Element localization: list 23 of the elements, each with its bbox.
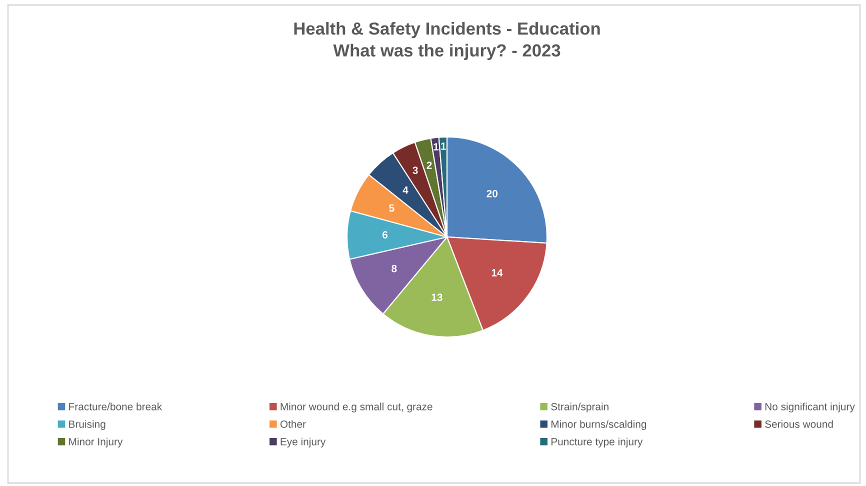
- legend-label: Puncture type injury: [551, 438, 643, 448]
- legend-label: Strain/sprain: [551, 402, 608, 412]
- legend-label: Minor Injury: [69, 438, 123, 448]
- legend-label: Minor wound e.g small cut, graze: [280, 402, 432, 412]
- legend-label: Bruising: [69, 420, 106, 430]
- legend-label: Serious wound: [765, 420, 833, 428]
- data-label: 1: [441, 142, 446, 150]
- data-label: 2: [426, 162, 432, 169]
- legend-label: Other: [280, 420, 306, 428]
- data-label: 5: [389, 204, 394, 212]
- data-label: 6: [382, 231, 388, 239]
- data-label: 14: [492, 269, 503, 276]
- legend-label: Fracture/bone break: [69, 402, 162, 410]
- data-label: 20: [486, 190, 498, 198]
- legend-label: No significant injury: [765, 402, 855, 412]
- legend-label: Minor burns/scalding: [551, 420, 646, 430]
- data-label: 8: [392, 264, 397, 272]
- data-label: 4: [402, 186, 408, 194]
- data-label: 3: [412, 166, 418, 174]
- data-label: 1: [434, 143, 439, 150]
- chart-title: Health & Safety Incidents - Education What was the injury? - 2023: [294, 22, 600, 60]
- data-label: 13: [432, 294, 442, 301]
- legend-label: Eye injury: [280, 438, 326, 448]
